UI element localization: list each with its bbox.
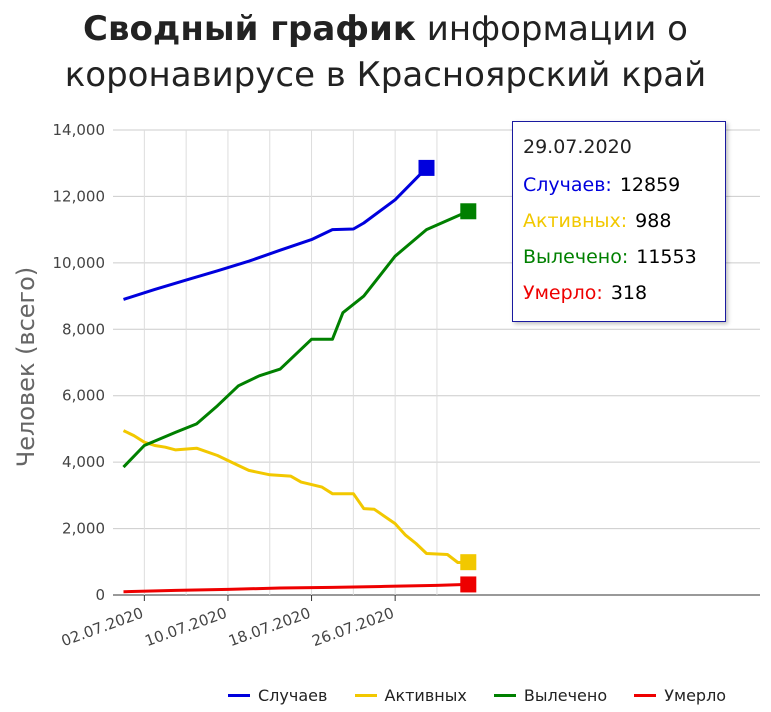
legend-label-active: Активных	[384, 685, 467, 705]
y-tick-label: 14,000	[53, 121, 106, 139]
grid	[113, 129, 760, 596]
series-line-2[interactable]	[122, 209, 469, 469]
legend: Случаев Активных Вылечено Умерло	[228, 684, 748, 708]
y-tick-label: 6,000	[62, 387, 105, 405]
series-endpoint-marker-2[interactable]	[460, 203, 477, 220]
x-tick-label: 18.07.2020	[226, 604, 313, 650]
chart-title-rest: информации о коронавирусе в Красноярский…	[64, 9, 707, 95]
chart-title: Сводный график информации о коронавирусе…	[0, 6, 771, 98]
series-endpoint-marker-3[interactable]	[460, 576, 477, 593]
tooltip-row-active: Активных: 988	[523, 210, 671, 232]
legend-item-cases[interactable]: Случаев	[228, 685, 327, 705]
legend-swatch-active	[354, 693, 377, 697]
tooltip-row-cases: Случаев: 12859	[523, 174, 680, 196]
legend-label-recovered: Вылечено	[523, 685, 608, 705]
tooltip-value-recovered: 11553	[636, 246, 697, 268]
series-endpoint-marker-0[interactable]	[418, 159, 435, 176]
y-tick-label: 4,000	[62, 453, 105, 471]
series-layer	[122, 159, 477, 594]
series-line-3[interactable]	[123, 582, 469, 594]
legend-item-recovered[interactable]: Вылечено	[493, 685, 608, 705]
x-tick-label: 02.07.2020	[59, 604, 146, 650]
tooltip-label-cases: Случаев:	[523, 174, 612, 196]
y-axis-label: Человек (всего)	[12, 267, 40, 467]
legend-label-cases: Случаев	[258, 685, 328, 705]
tooltip-label-active: Активных:	[523, 210, 628, 232]
tooltip-row-deaths: Умерло: 318	[523, 282, 647, 304]
tooltip: 29.07.2020 Случаев: 12859 Активных: 988 Вы…	[512, 121, 726, 322]
legend-label-deaths: Умерло	[664, 685, 727, 705]
tooltip-value-active: 988	[635, 210, 672, 232]
tooltip-date: 29.07.2020	[523, 136, 632, 158]
legend-swatch-deaths	[634, 693, 657, 697]
series-line-0[interactable]	[123, 166, 428, 301]
y-tick-label: 12,000	[53, 187, 106, 205]
series-endpoint-marker-1[interactable]	[460, 554, 477, 571]
tooltip-label-deaths: Умерло:	[523, 282, 603, 304]
chart-title-bold: Сводный график	[83, 9, 416, 49]
tooltip-value-deaths: 318	[610, 282, 648, 304]
tooltip-label-recovered: Вылечено:	[523, 246, 629, 268]
tooltip-row-recovered: Вылечено: 11553	[523, 246, 697, 268]
y-tick-label: 10,000	[53, 254, 106, 272]
legend-swatch-recovered	[493, 693, 516, 697]
y-tick-label: 0	[95, 586, 105, 604]
y-axis: 0 2,000 4,000 6,000 8,000 10,000 12,000 14,000	[53, 121, 106, 604]
x-tick-label: 10.07.2020	[142, 604, 229, 650]
legend-item-deaths[interactable]: Умерло	[634, 685, 726, 705]
y-tick-label: 8,000	[62, 320, 105, 338]
x-tick-label: 26.07.2020	[310, 604, 397, 650]
y-tick-label: 2,000	[62, 520, 105, 538]
series-line-1[interactable]	[122, 429, 469, 564]
legend-item-active[interactable]: Активных	[354, 685, 467, 705]
tooltip-value-cases: 12859	[619, 174, 681, 196]
legend-swatch-cases	[228, 693, 250, 697]
